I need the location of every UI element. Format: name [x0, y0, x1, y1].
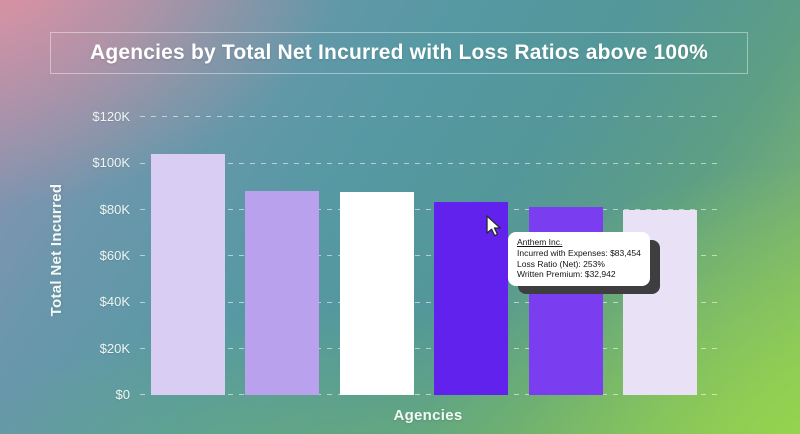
y-tick-label: $120K	[92, 109, 130, 125]
y-tick-label: $0	[115, 387, 130, 403]
chart-title: Agencies by Total Net Incurred with Loss…	[89, 41, 709, 64]
tooltip-agency-name: Anthem Inc.	[517, 237, 563, 247]
tooltip: Anthem Inc. Incurred with Expenses: $83,…	[508, 232, 650, 287]
y-tick-label: $40K	[99, 294, 130, 310]
tooltip-line-written-premium: Written Premium: $32,942	[517, 269, 616, 280]
bar-agency-2[interactable]	[245, 191, 320, 395]
tooltip-line-incurred: Incurred with Expenses: $83,454	[517, 247, 641, 258]
gridline	[140, 208, 717, 211]
gridline	[140, 301, 717, 304]
gridline	[140, 394, 717, 396]
y-tick-label: $60K	[99, 248, 130, 264]
bar-agency-1[interactable]	[151, 154, 225, 395]
plot-area: $0 $20K $40K $60K $80K $100K $120K	[92, 109, 717, 402]
gridline	[140, 116, 717, 118]
bar-agency-3[interactable]	[339, 192, 414, 395]
x-axis-title: Agencies	[393, 407, 463, 424]
y-tick-label: $100K	[92, 155, 130, 171]
y-tick-label: $80K	[99, 201, 130, 217]
y-tick-label: $20K	[99, 340, 130, 356]
chart-title-box: Agencies by Total Net Incurred with Loss…	[50, 32, 748, 74]
tooltip-line-loss-ratio: Loss Ratio (Net): 253%	[517, 258, 605, 269]
mouse-cursor-icon	[486, 215, 501, 237]
y-axis-title: Total Net Incurred	[48, 183, 65, 317]
gridline	[140, 255, 717, 257]
gridline	[140, 162, 717, 165]
gridline	[140, 347, 717, 350]
